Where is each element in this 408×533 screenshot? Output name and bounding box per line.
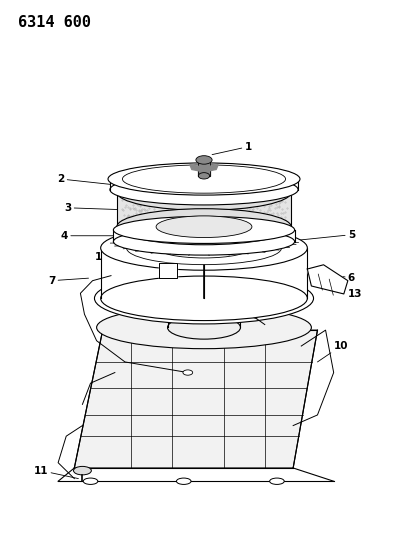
Ellipse shape bbox=[136, 167, 272, 190]
Polygon shape bbox=[307, 265, 348, 294]
Text: 13: 13 bbox=[344, 289, 362, 299]
Ellipse shape bbox=[101, 225, 307, 270]
Ellipse shape bbox=[197, 229, 211, 235]
Polygon shape bbox=[74, 330, 317, 468]
Ellipse shape bbox=[180, 187, 228, 198]
Ellipse shape bbox=[183, 370, 193, 375]
Ellipse shape bbox=[110, 164, 298, 195]
Text: 2: 2 bbox=[57, 174, 110, 184]
Text: 6314 600: 6314 600 bbox=[18, 14, 91, 30]
Polygon shape bbox=[113, 230, 295, 241]
Ellipse shape bbox=[192, 227, 216, 237]
Ellipse shape bbox=[156, 216, 252, 238]
Polygon shape bbox=[117, 192, 291, 227]
Ellipse shape bbox=[117, 174, 291, 211]
Ellipse shape bbox=[97, 306, 311, 349]
Text: 4: 4 bbox=[61, 231, 113, 241]
Ellipse shape bbox=[257, 238, 275, 249]
Polygon shape bbox=[168, 298, 240, 327]
Ellipse shape bbox=[101, 276, 307, 320]
Ellipse shape bbox=[157, 238, 251, 258]
Text: 7: 7 bbox=[48, 276, 89, 286]
Text: 10: 10 bbox=[317, 341, 348, 362]
Ellipse shape bbox=[198, 173, 210, 179]
Ellipse shape bbox=[113, 228, 295, 255]
Ellipse shape bbox=[73, 466, 91, 475]
Text: 11: 11 bbox=[34, 466, 78, 479]
Ellipse shape bbox=[83, 478, 98, 484]
Ellipse shape bbox=[113, 216, 295, 244]
Ellipse shape bbox=[126, 231, 282, 265]
Ellipse shape bbox=[191, 294, 217, 302]
Polygon shape bbox=[208, 165, 218, 171]
Ellipse shape bbox=[168, 287, 240, 310]
Text: 1: 1 bbox=[212, 142, 252, 155]
Text: 8: 8 bbox=[151, 219, 200, 229]
Ellipse shape bbox=[168, 316, 240, 339]
Text: 9: 9 bbox=[164, 240, 204, 251]
Ellipse shape bbox=[156, 181, 252, 203]
Polygon shape bbox=[159, 263, 177, 278]
Polygon shape bbox=[110, 179, 298, 190]
Ellipse shape bbox=[122, 165, 286, 193]
Ellipse shape bbox=[180, 290, 228, 306]
Ellipse shape bbox=[95, 273, 313, 324]
Polygon shape bbox=[101, 248, 307, 298]
Ellipse shape bbox=[108, 163, 300, 195]
Polygon shape bbox=[190, 165, 200, 171]
Ellipse shape bbox=[117, 209, 291, 245]
Ellipse shape bbox=[176, 478, 191, 484]
Polygon shape bbox=[198, 160, 210, 176]
Ellipse shape bbox=[164, 172, 244, 187]
Text: 3: 3 bbox=[64, 203, 117, 213]
Ellipse shape bbox=[270, 478, 284, 484]
Ellipse shape bbox=[110, 174, 298, 205]
Ellipse shape bbox=[196, 156, 212, 164]
Text: 6: 6 bbox=[336, 273, 355, 283]
Text: 5: 5 bbox=[274, 230, 355, 243]
Text: 12: 12 bbox=[95, 252, 160, 268]
